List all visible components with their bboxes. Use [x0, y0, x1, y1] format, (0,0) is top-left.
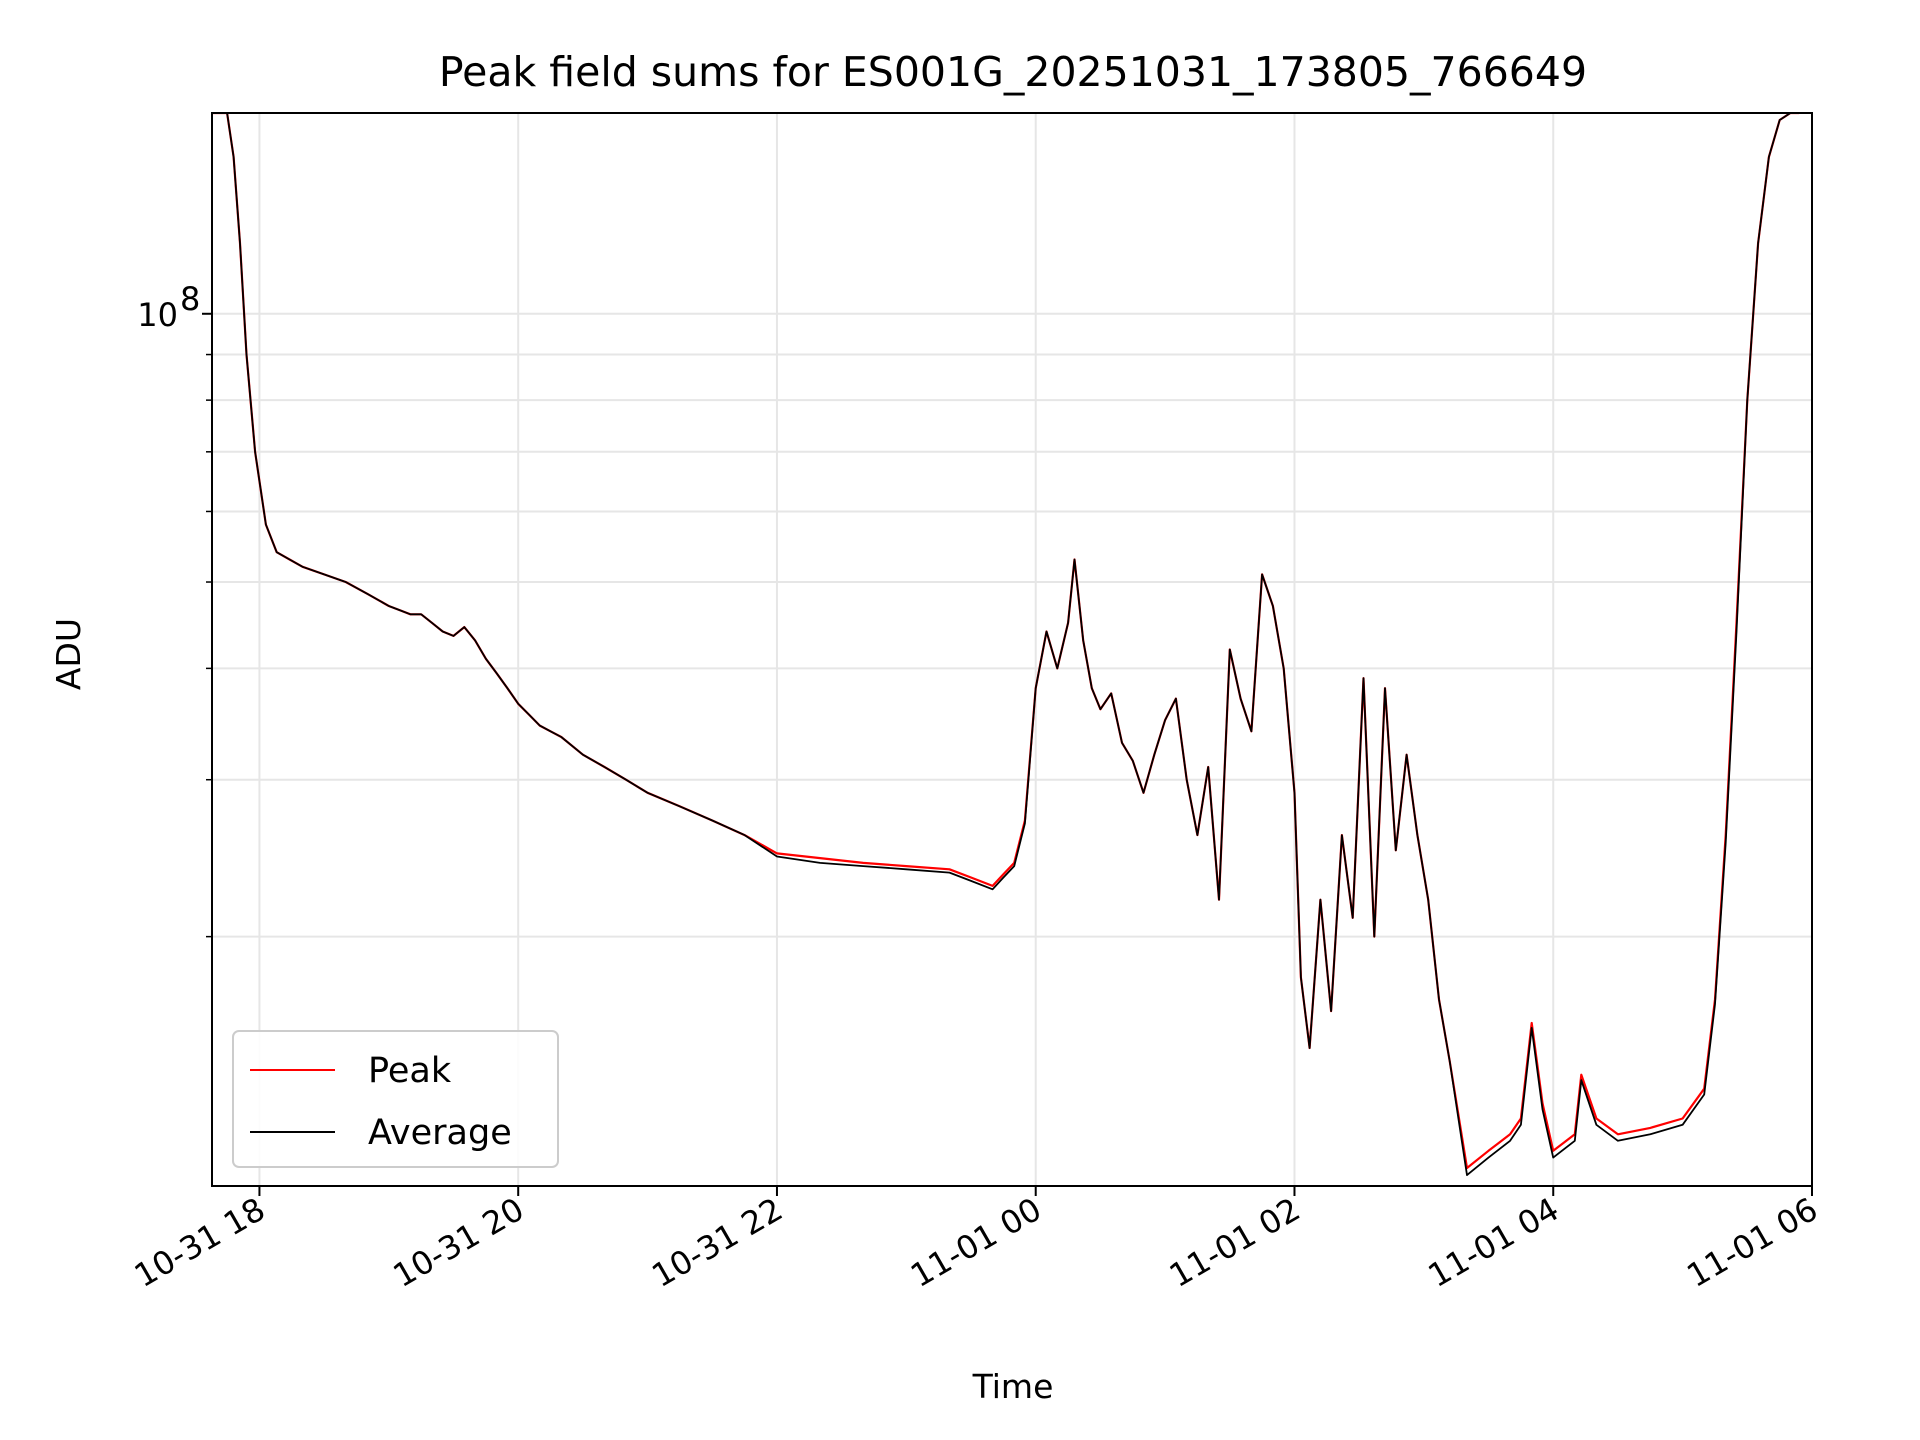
legend-label-peak: Peak: [368, 1051, 452, 1091]
series-line-average: [212, 113, 1800, 1176]
legend-label-average: Average: [368, 1113, 512, 1153]
y-tick-exponent: 8: [180, 280, 200, 318]
y-tick-label: 10: [137, 296, 178, 334]
y-axis-label: ADU: [49, 618, 88, 690]
plot-frame: [211, 112, 1813, 1187]
chart-title: Peak field sums for ES001G_20251031_1738…: [439, 48, 1587, 96]
series-layer: [212, 113, 1800, 1176]
grid: [212, 113, 1813, 1186]
x-axis-label: Time: [972, 1367, 1054, 1406]
legend: Peak Average: [232, 1030, 559, 1168]
